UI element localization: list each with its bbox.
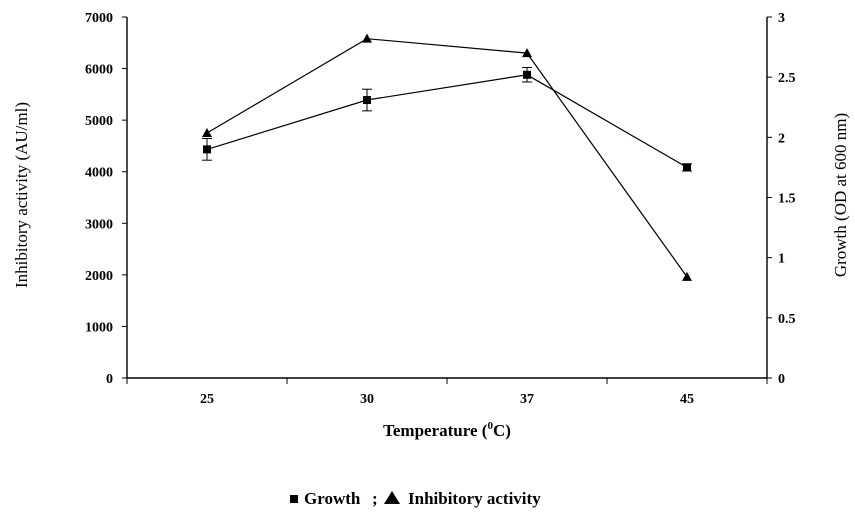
growth-point: [203, 145, 211, 154]
y-right-tick-label: 1.5: [778, 192, 796, 207]
ticks: 0 1000 2000 3000 4000 5000 6000 7000 0 0.5 1 1.5 2 2.…: [85, 11, 796, 407]
x-axis-title-prefix: Temperature (: [383, 421, 488, 440]
y-right-tick-label: 3: [778, 11, 785, 26]
inhibitory-activity-point: [362, 33, 372, 43]
y-right-tick-label: 2.5: [778, 71, 796, 86]
legend-triangle-marker: [384, 491, 400, 504]
inhibitory-activity-point: [202, 128, 212, 138]
legend-square-marker: [290, 495, 298, 503]
y-right-tick-label: 0: [778, 372, 785, 387]
y-left-tick-label: 2000: [85, 269, 113, 284]
x-tick-label: 37: [520, 392, 534, 407]
x-tick-label: 25: [200, 392, 214, 407]
x-tick-label: 45: [680, 392, 694, 407]
y-left-tick-label: 4000: [85, 166, 113, 181]
x-axis-title: Temperature (0C): [383, 420, 511, 440]
y-left-tick-label: 5000: [85, 114, 113, 129]
marks: [202, 33, 692, 281]
series-line-growth: [206, 74, 688, 168]
inhibitory-activity-point: [682, 271, 692, 281]
legend-growth-text: Growth: [304, 489, 361, 508]
inhibitory-activity-point: [522, 48, 532, 58]
y-left-tick-label: 0: [106, 372, 113, 387]
series-line-inhibitory-activity: [206, 38, 688, 278]
legend: Growth ; Inhibitory activity: [290, 489, 541, 508]
growth-point: [523, 70, 531, 79]
y-right-tick-label: 1: [778, 252, 785, 267]
legend-inhibitory-text: Inhibitory activity: [408, 489, 541, 508]
legend-separator: ;: [372, 489, 378, 508]
x-tick-label: 30: [360, 392, 374, 407]
x-axis-title-suffix: C): [493, 421, 511, 440]
y-left-tick-label: 7000: [85, 11, 113, 26]
growth-point: [363, 96, 371, 105]
y-right-tick-label: 2: [778, 131, 785, 146]
y-left-tick-label: 3000: [85, 217, 113, 232]
y-left-tick-label: 6000: [85, 63, 113, 78]
growth-point: [683, 163, 691, 172]
x-axis-title-sup: 0: [487, 420, 493, 432]
y-left-tick-label: 1000: [85, 320, 113, 335]
y-axis-left-title: Inhibitory activity (AU/ml): [12, 102, 31, 288]
y-axis-right-title: Growth (OD at 600 nm): [831, 113, 850, 277]
y-right-tick-label: 0.5: [778, 312, 796, 327]
axes: [126, 17, 768, 379]
